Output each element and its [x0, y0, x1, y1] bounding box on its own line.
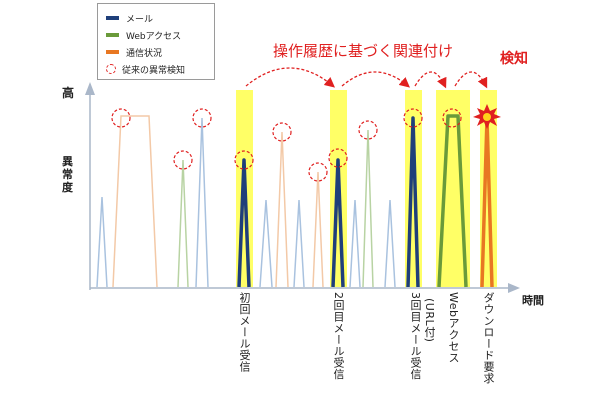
faint-blue-peak [384, 199, 396, 288]
arrow-3 [414, 71, 447, 89]
burst-core [483, 113, 491, 121]
faint-orange-peak [312, 171, 324, 288]
mail-peak-3 [406, 116, 420, 288]
x-axis-label: 時間 [522, 294, 544, 307]
faint-green-peak [362, 129, 374, 288]
axes [85, 82, 520, 293]
y-axis-label: 異常度 [62, 155, 73, 194]
faint-orange-plateau [112, 115, 158, 288]
legend-label: 従来の異常検知 [122, 65, 186, 76]
anomaly-circle [328, 148, 348, 168]
anomaly-circle [442, 108, 462, 128]
faint-orange-peak [275, 131, 289, 288]
arrow-1 [245, 67, 335, 88]
legend-label: 通信状況 [126, 48, 163, 59]
y-axis-high-label: 高 [62, 86, 75, 100]
legend-swatch-mail [106, 16, 119, 20]
relation-arrows [245, 67, 488, 89]
event-label-3-note: (URL付) [423, 298, 436, 343]
faint-peaks [96, 115, 396, 288]
anomaly-circle [358, 120, 378, 140]
mail-peak-2 [331, 158, 345, 288]
legend-swatch-web [106, 33, 119, 37]
anomaly-circle [308, 162, 328, 182]
arrow-4 [454, 71, 488, 89]
anomaly-circle [234, 150, 254, 170]
legend-label: メール [126, 14, 154, 25]
legend-label: Webアクセス [126, 31, 182, 42]
legend: メール Webアクセス 通信状況 従来の異常検知 [97, 3, 215, 80]
legend-item-web: Webアクセス [106, 27, 181, 43]
dashed-circle-icon [106, 64, 116, 74]
faint-green-peak [177, 159, 189, 288]
legend-item-anomaly: 従来の異常検知 [106, 61, 185, 77]
mail-peak-1 [237, 158, 251, 288]
diagram-title: 操作履歴に基づく関連付け [273, 42, 454, 60]
anomaly-circle [173, 150, 193, 170]
anomaly-circle [272, 122, 292, 142]
faint-blue-peak [293, 199, 305, 288]
detection-burst [473, 104, 501, 129]
y-axis-arrow [85, 82, 95, 95]
legend-item-mail: メール [106, 10, 153, 26]
faint-blue-peak [259, 199, 273, 288]
web-peak [437, 114, 468, 288]
event-label-5: ダウンロード要求 [482, 292, 495, 384]
faint-blue-peak [195, 117, 209, 288]
x-axis-arrow [508, 283, 520, 293]
anomaly-circles [111, 108, 462, 182]
anomaly-circle [403, 108, 423, 128]
faint-blue-peak [96, 196, 108, 288]
legend-item-comm: 通信状況 [106, 44, 162, 60]
detect-label: 検知 [500, 51, 528, 67]
anomaly-circle [192, 108, 212, 128]
arrow-2 [341, 71, 410, 88]
event-label-2: 2回目メール受信 [332, 292, 345, 380]
event-label-3: 3回目メール受信 [409, 292, 422, 380]
legend-swatch-comm [106, 50, 119, 54]
event-label-1: 初回メール受信 [238, 292, 251, 373]
faint-blue-peak [349, 199, 361, 288]
anomaly-circle [111, 108, 131, 128]
event-label-4: Webアクセス [447, 292, 460, 364]
